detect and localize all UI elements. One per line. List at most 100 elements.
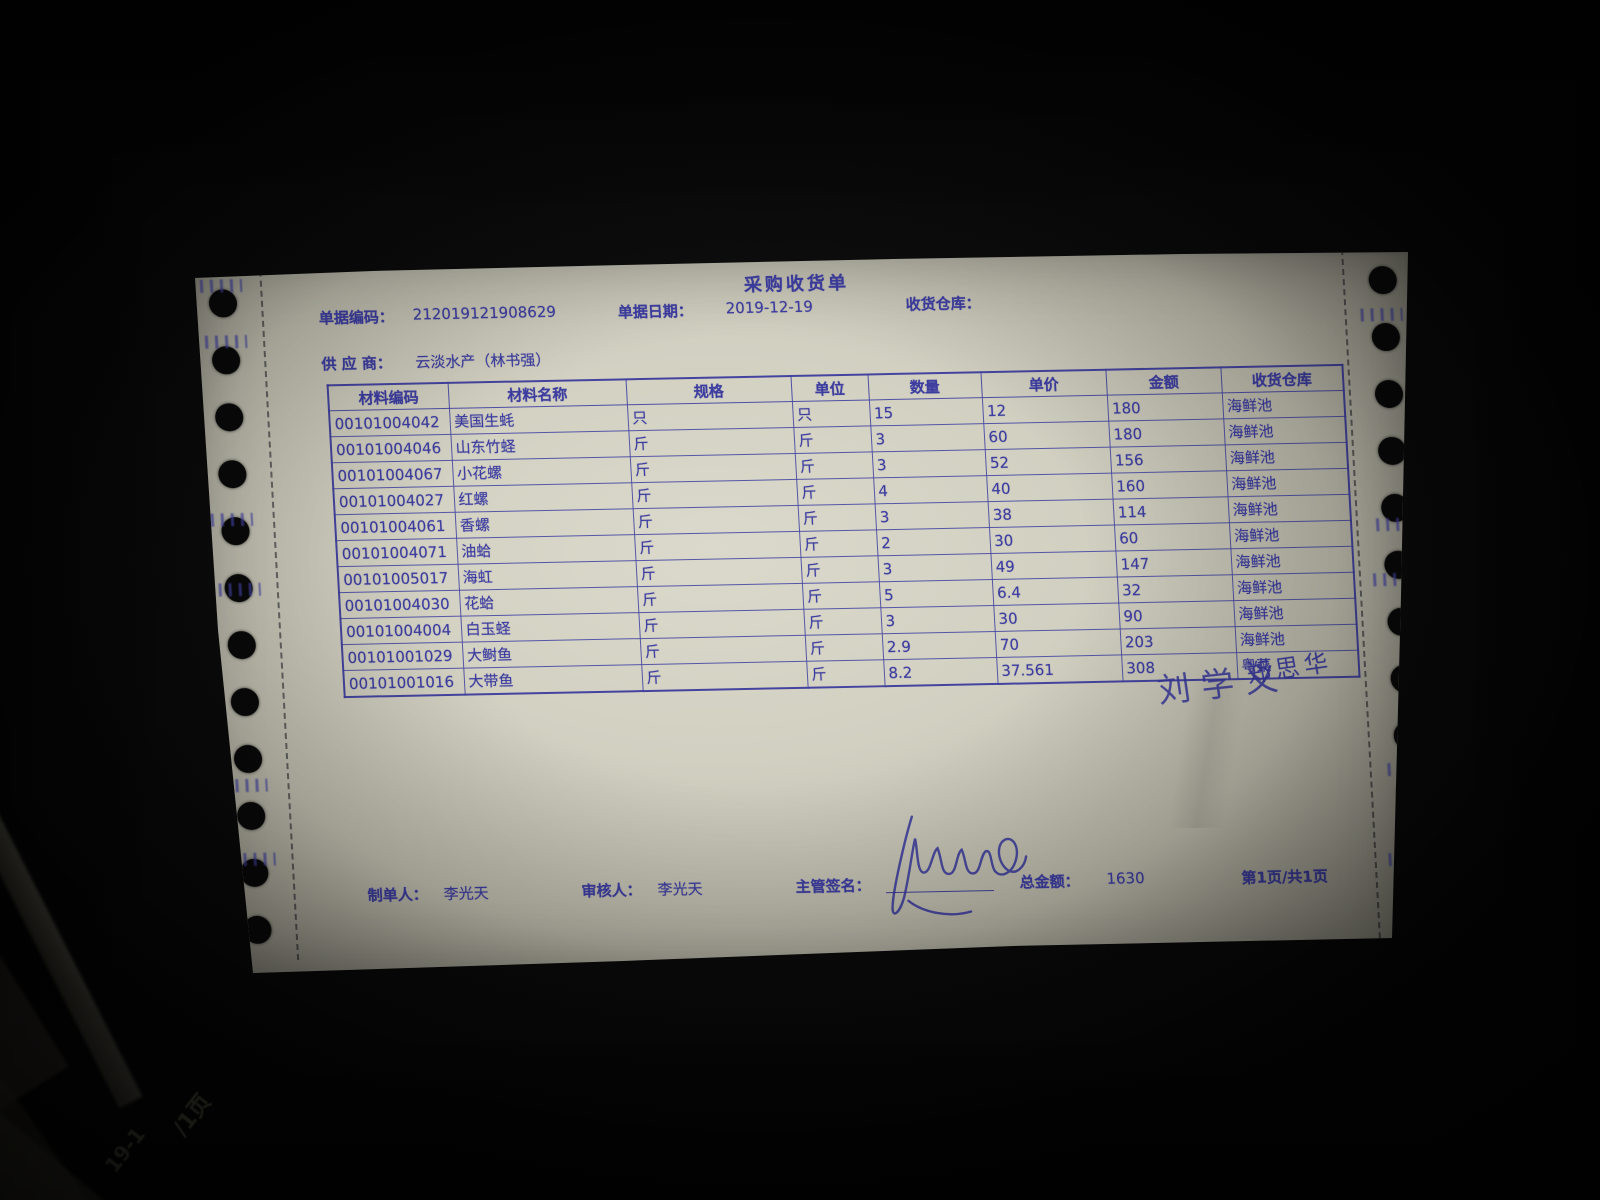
- cell-unit: 斤: [799, 529, 878, 558]
- cell-spec: 斤: [635, 557, 802, 587]
- supplier-label: 供 应 商：: [320, 354, 393, 374]
- doc-date-value: 2019-12-19: [725, 297, 814, 318]
- column-header: 规格: [625, 376, 792, 405]
- receiving-warehouse-label: 收货仓库：: [905, 294, 982, 314]
- tractor-feed-hole: [208, 289, 238, 318]
- column-header: 单价: [980, 369, 1107, 398]
- tractor-feed-hole: [1393, 721, 1408, 750]
- cell-price: 6.4: [991, 577, 1119, 606]
- column-header: 数量: [867, 372, 982, 400]
- cell-amount: 160: [1111, 470, 1228, 500]
- doc-number-label: 单据编码：: [318, 307, 395, 328]
- cell-name: 香螺: [454, 508, 635, 539]
- cell-qty: 3: [871, 449, 987, 478]
- auditor-value: 李光天: [657, 879, 704, 899]
- cell-unit: 斤: [800, 555, 879, 584]
- column-header: 金额: [1105, 367, 1222, 396]
- ink-smudge: [1372, 572, 1408, 587]
- cell-price: 60: [983, 421, 1110, 450]
- items-table: 材料编码 材料名称 规格 单位 数量 单价 金额 收货仓库 00101004042 美国生蚝只只…: [326, 363, 1361, 699]
- total-label: 总金额：: [1019, 872, 1081, 892]
- cell-name: 大带鱼: [463, 664, 643, 695]
- cell-code: 00101004071: [336, 538, 458, 567]
- cell-warehouse: 海鲜池: [1227, 494, 1351, 523]
- tractor-feed-hole: [1377, 436, 1407, 466]
- cell-unit: 斤: [796, 477, 875, 506]
- cell-spec: 斤: [638, 609, 805, 639]
- receipt-title: 采购收货单: [743, 272, 850, 296]
- tractor-feed-hole: [1402, 892, 1408, 921]
- cell-unit: 斤: [794, 451, 874, 480]
- cell-amount: 180: [1108, 418, 1225, 448]
- cell-spec: 斤: [639, 635, 807, 665]
- tractor-feed-hole: [217, 459, 248, 489]
- tractor-feed-hole: [1396, 778, 1408, 807]
- cell-unit: 斤: [797, 503, 877, 532]
- cell-spec: 斤: [641, 661, 808, 692]
- ink-smudge: [1360, 307, 1404, 322]
- tractor-feed-hole: [242, 915, 273, 945]
- column-header: 材料编码: [327, 382, 449, 411]
- column-header: 材料名称: [447, 379, 627, 409]
- cell-price: 38: [987, 499, 1114, 528]
- column-header: 收货仓库: [1220, 364, 1344, 393]
- supplier-value: 云淡水产（林书强）: [414, 350, 551, 372]
- tractor-feed-hole: [233, 744, 263, 774]
- ink-smudge: [210, 512, 254, 527]
- cell-spec: 斤: [636, 583, 804, 613]
- cell-spec: 斤: [634, 531, 801, 561]
- cell-warehouse: 海鲜池: [1223, 416, 1347, 445]
- cell-amount: 90: [1118, 600, 1235, 629]
- cell-qty: 3: [870, 423, 985, 452]
- column-header: 单位: [790, 374, 869, 402]
- cell-unit: 斤: [801, 581, 881, 610]
- cell-amount: 156: [1109, 444, 1227, 474]
- cell-name: 花蛤: [458, 586, 639, 617]
- cell-code: 00101005017: [337, 564, 459, 593]
- cell-warehouse: 海鲜池: [1224, 442, 1349, 471]
- cell-qty: 5: [878, 579, 994, 608]
- cell-name: 大鲥鱼: [461, 638, 642, 669]
- auditor-label: 审核人：: [581, 881, 643, 901]
- page-indicator: 第1页/共1页: [1241, 867, 1329, 888]
- cell-qty: 3: [877, 553, 992, 582]
- cell-name: 美国生蚝: [448, 404, 629, 435]
- cell-amount: 147: [1115, 548, 1232, 578]
- ink-smudge: [233, 852, 276, 867]
- cell-name: 小花螺: [451, 456, 632, 487]
- cell-qty: 8.2: [883, 657, 998, 687]
- supervisor-sign-label: 主管签名：: [795, 876, 872, 897]
- background-paper-text-fragment: 19-1: [100, 1122, 150, 1178]
- receipt-paper: 采购收货单 单据编码： 212019121908629 单据日期： 2019-1…: [195, 252, 1408, 973]
- cell-unit: 斤: [793, 425, 872, 454]
- ink-smudge: [225, 778, 268, 793]
- tractor-feed-hole: [211, 346, 241, 375]
- cell-price: 30: [989, 525, 1116, 554]
- cell-spec: 斤: [628, 427, 795, 457]
- cell-price: 40: [986, 473, 1113, 502]
- tractor-feed-hole: [1371, 322, 1401, 352]
- cell-code: 00101004004: [340, 616, 462, 645]
- cell-warehouse: 海鲜池: [1233, 598, 1357, 627]
- doc-number-value: 212019121908629: [412, 302, 557, 324]
- ink-smudge: [1387, 762, 1408, 777]
- cell-unit: 斤: [804, 633, 884, 662]
- cell-code: 00101004027: [333, 486, 455, 515]
- tractor-feed-hole: [230, 687, 260, 717]
- cell-qty: 3: [880, 605, 995, 634]
- ink-smudge: [218, 582, 262, 597]
- cell-name: 油蛤: [456, 534, 636, 565]
- cell-unit: 斤: [806, 659, 885, 688]
- tractor-feed-hole: [1367, 265, 1398, 295]
- cell-qty: 3: [874, 501, 990, 530]
- cell-warehouse: 海鲜池: [1228, 520, 1353, 549]
- cell-code: 00101004067: [331, 460, 454, 489]
- cell-amount: 32: [1116, 574, 1234, 604]
- maker-value: 李光天: [443, 884, 490, 904]
- cell-name: 红螺: [453, 482, 633, 513]
- cell-code: 00101001029: [341, 642, 464, 671]
- cell-spec: 斤: [632, 505, 800, 535]
- cell-code: 00101004061: [334, 512, 457, 541]
- tractor-feed-hole: [1374, 379, 1404, 409]
- cell-amount: 203: [1119, 626, 1237, 655]
